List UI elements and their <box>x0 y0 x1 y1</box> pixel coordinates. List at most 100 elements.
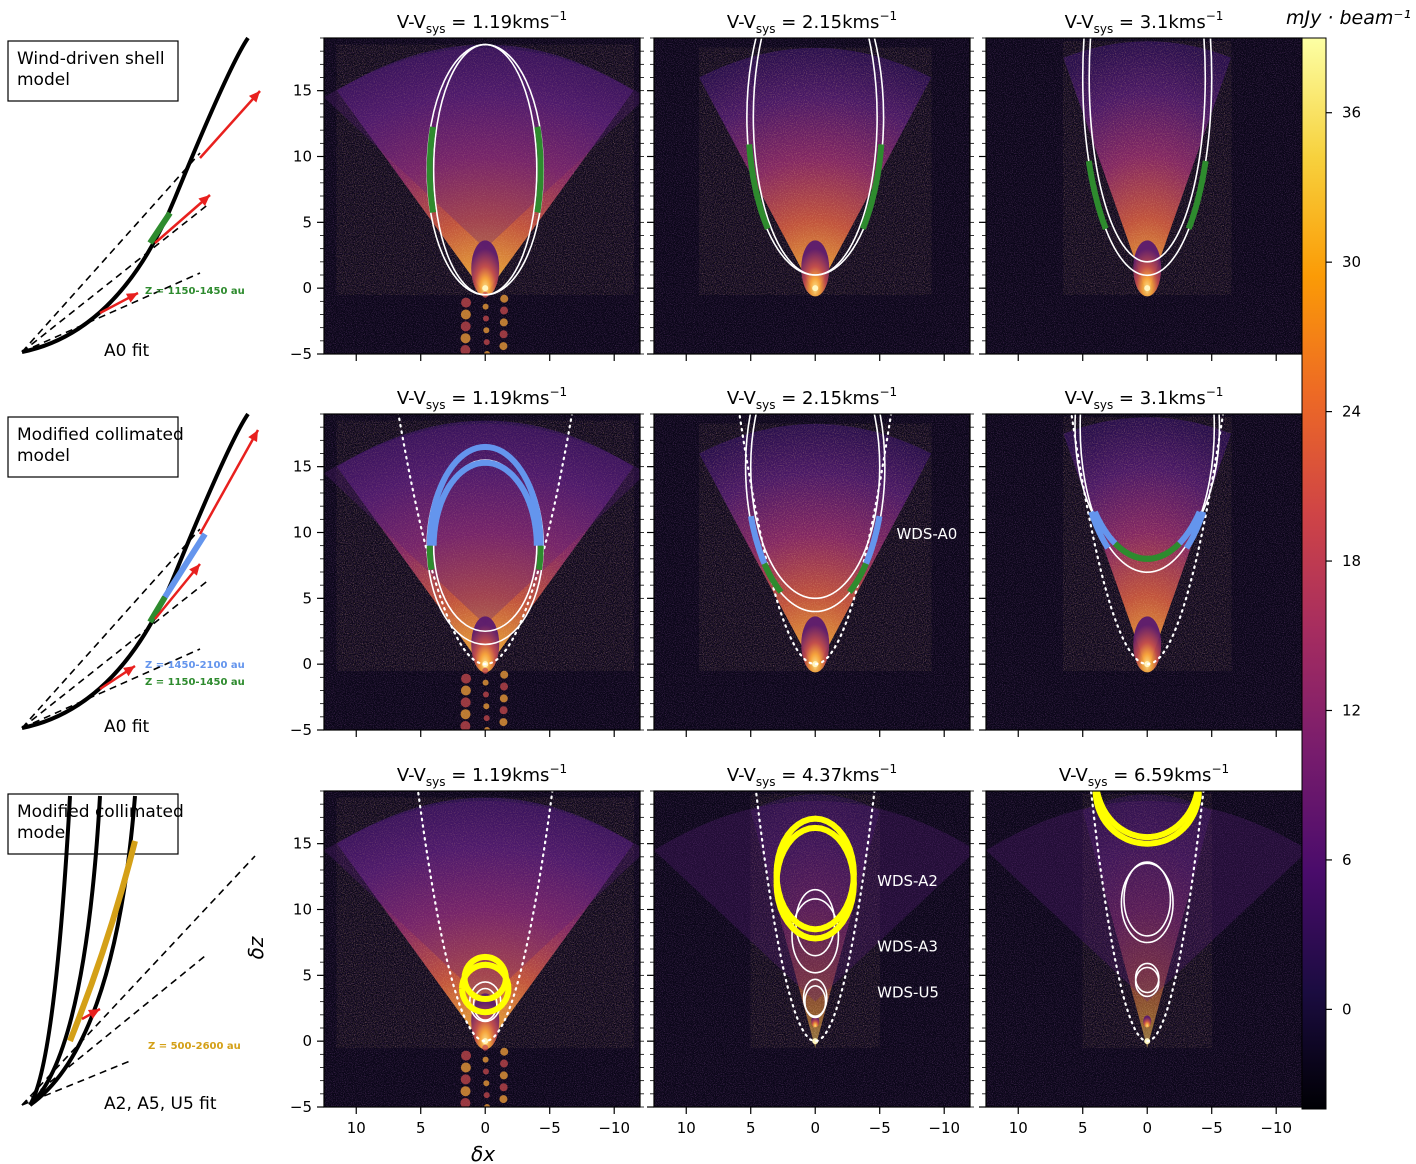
channel-map-panel: 15 10 5 0 −5 10 5 0 −5 −10 V-Vsys = 1.19kms−1 <box>290 762 644 1137</box>
dotted-parabola <box>1089 791 1205 1043</box>
model-outline <box>802 978 828 1017</box>
tangent-line <box>21 528 201 729</box>
fitted-arc <box>426 443 544 546</box>
fit-segment <box>147 595 168 624</box>
fitted-arc <box>426 545 435 571</box>
source-emission <box>1143 1015 1152 1028</box>
x-tick-label: −5 <box>539 1119 561 1137</box>
fitted-arc <box>773 815 857 933</box>
colorbar-gradient <box>1301 37 1327 1110</box>
velocity-arrow <box>199 90 261 159</box>
source-peak <box>1144 285 1151 292</box>
fitted-arc <box>746 144 771 230</box>
tangent-line <box>21 202 211 353</box>
dotted-parabola <box>754 791 876 1043</box>
z-range-label: Z = 500-2600 au <box>148 1041 241 1052</box>
x-tick-label: 5 <box>746 1119 756 1137</box>
wds-label: WDS-A0 <box>896 525 957 543</box>
model-name-text: Modified collimated <box>17 425 184 445</box>
channel-map-panel: 10 5 0 −5 −10 V-Vsys = 6.59kms−1 <box>979 762 1306 1137</box>
colorbar: 36 30 24 18 12 6 0 mJy · beam⁻¹ <box>1286 7 1411 1110</box>
x-tick-label: 10 <box>347 1119 366 1137</box>
source-emission <box>811 1015 820 1028</box>
y-tick-label: 0 <box>302 1032 312 1050</box>
fitted-arc <box>1177 510 1203 546</box>
fitted-arc <box>1092 791 1202 847</box>
tangent-line <box>21 152 201 353</box>
model-outline <box>1088 38 1207 263</box>
z-range-label: Z = 1150-1450 au <box>145 677 245 688</box>
x-tick-label: 5 <box>1078 1119 1088 1137</box>
fitted-arc <box>847 562 869 595</box>
velocity-arrow <box>154 563 201 620</box>
model-outline <box>432 43 538 296</box>
y-axis-label: δz <box>244 936 268 959</box>
x-tick-label: 0 <box>810 1119 820 1137</box>
fit-label: A2, A5, U5 fit <box>104 1094 217 1114</box>
channel-map-grid: 15 10 5 0 −5 V-Vsys = 1.19kms−1 V-Vsys = 2.15k… <box>290 9 1306 1137</box>
y-tick-label: −5 <box>290 345 312 363</box>
channel-map-panel: V-Vsys = 2.15kms−1 <box>647 9 974 361</box>
y-tick-label: −5 <box>290 721 312 739</box>
fitted-arc <box>461 953 509 1003</box>
model-outline <box>468 981 502 1023</box>
model-outline <box>791 898 840 974</box>
model-name-text: model <box>17 70 70 90</box>
y-tick-label: 5 <box>302 213 312 231</box>
fitted-arc <box>761 562 784 594</box>
shell-curve <box>28 795 72 1107</box>
model-outline <box>1134 966 1160 998</box>
dotted-parabola <box>416 791 554 1043</box>
source-emission <box>1133 616 1162 673</box>
fitted-arc <box>426 126 437 213</box>
panel-title: V-Vsys = 4.37kms−1 <box>727 762 897 789</box>
colorbar-unit-label: mJy · beam⁻¹ <box>1286 7 1411 29</box>
model-outline <box>1081 38 1213 276</box>
y-tick-label: 10 <box>293 148 312 166</box>
colorbar-tick-label: 0 <box>1342 1000 1352 1018</box>
model-name-box <box>7 416 179 478</box>
fit-segment <box>67 840 138 1043</box>
panel-title: V-Vsys = 2.15kms−1 <box>727 385 897 412</box>
source-emission <box>1133 240 1162 297</box>
model-name-text: Wind-driven shell <box>17 49 165 69</box>
colorbar-tick-label: 24 <box>1342 403 1361 421</box>
fitted-arc <box>459 961 512 1016</box>
panel-title: V-Vsys = 2.15kms−1 <box>727 9 897 36</box>
model-name-box <box>7 40 179 102</box>
wds-label: WDS-A2 <box>877 872 938 890</box>
channel-map-panel: WDS-A2 WDS-A3 WDS-U5 10 5 0 −5 −10 V-Vsys = 4.37… <box>647 762 974 1137</box>
x-tick-label: −5 <box>1201 1119 1223 1137</box>
channel-map-panel: 15 10 5 0 −5 V-Vsys = 1.19kms−1 <box>290 9 644 363</box>
source-emission <box>471 240 500 297</box>
fit-segment <box>162 532 208 599</box>
y-tick-label: 15 <box>293 82 312 100</box>
fitted-arc <box>1088 510 1111 550</box>
colorbar-tick-label: 18 <box>1342 552 1361 570</box>
x-tick-label: −10 <box>598 1119 630 1137</box>
tangent-line <box>21 578 211 729</box>
wds-label: WDS-A3 <box>877 938 938 956</box>
x-axis-label: δx <box>471 1142 495 1164</box>
fitted-arc <box>430 459 540 546</box>
model-name-box <box>7 793 179 855</box>
x-tick-label: 5 <box>416 1119 426 1137</box>
tangent-line <box>21 1060 131 1106</box>
y-tick-label: −5 <box>290 1098 312 1116</box>
y-tick-label: 15 <box>293 835 312 853</box>
fit-label: A0 fit <box>104 717 150 737</box>
model-name-text: model <box>17 823 70 843</box>
velocity-arrow <box>154 194 211 244</box>
tangent-line <box>21 855 256 1106</box>
source-emission <box>801 240 830 297</box>
panel-title: V-Vsys = 3.1kms−1 <box>1065 9 1224 36</box>
fitted-arc <box>534 126 544 213</box>
z-range-label: Z = 1150-1450 au <box>145 286 245 297</box>
x-tick-label: −5 <box>869 1119 891 1137</box>
velocity-arrow <box>198 429 260 535</box>
source-emission <box>801 616 830 673</box>
